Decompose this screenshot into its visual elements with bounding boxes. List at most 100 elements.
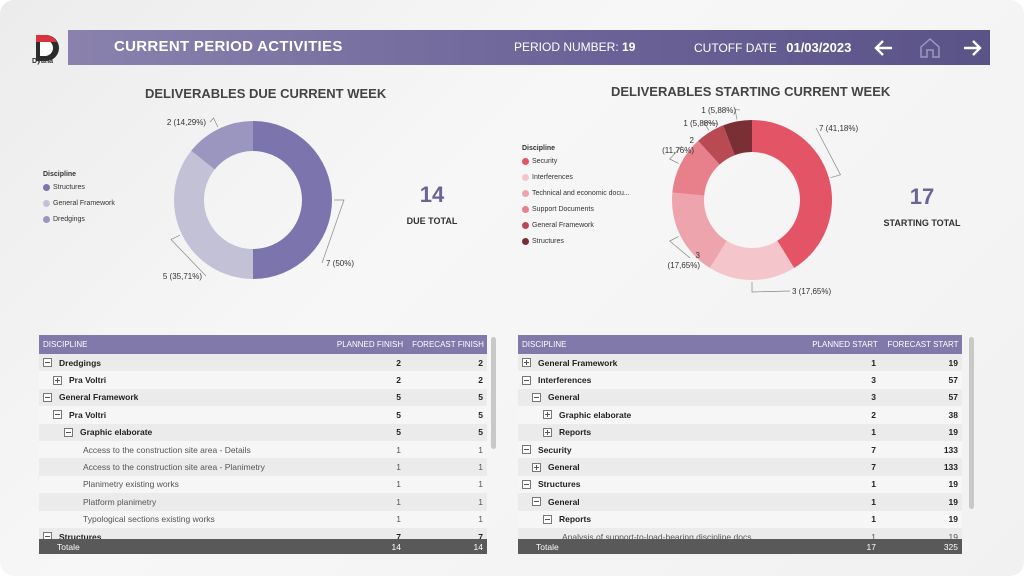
table-row[interactable]: Access to the construction site area - D…	[39, 440, 487, 459]
legend-dot	[43, 216, 50, 223]
collapse-icon[interactable]	[43, 392, 52, 402]
donut-slice-support-documents[interactable]	[672, 140, 720, 196]
table-row[interactable]: Dredgings 2 2	[39, 354, 487, 372]
collapse-icon[interactable]	[532, 392, 541, 402]
leader-line	[669, 236, 691, 259]
collapse-icon[interactable]	[522, 479, 531, 489]
row-label-text: Typological sections existing works	[83, 514, 215, 525]
row-forecast: 2	[478, 375, 483, 386]
collapse-icon[interactable]	[522, 445, 531, 455]
table-row[interactable]: Access to the construction site area - P…	[39, 458, 487, 476]
row-planned: 1	[396, 462, 401, 473]
arrow-right-icon[interactable]	[960, 36, 984, 60]
expand-icon[interactable]	[532, 462, 541, 472]
table-row[interactable]: General Framework 5 5	[39, 388, 487, 407]
legend-item-general-framework[interactable]: General Framework	[522, 222, 630, 229]
collapse-icon[interactable]	[43, 532, 52, 539]
data-label-line: 7 (50%)	[326, 259, 354, 268]
donut-slice-interferences[interactable]	[709, 240, 795, 280]
legend-item-support-documents[interactable]: Support Documents	[522, 206, 630, 213]
expand-icon[interactable]	[53, 375, 62, 385]
table-row[interactable]: General Framework 1 19	[518, 354, 962, 372]
cutoff-value: 01/03/2023	[786, 40, 852, 55]
table-row[interactable]: Interferences 3 57	[518, 371, 962, 389]
row-label-text: Analysis of support-to-load-bearing disc…	[562, 531, 752, 539]
donut-slice-technical-and-economic-docu-[interactable]	[672, 192, 727, 269]
due-legend-title: Discipline	[43, 171, 77, 178]
leader-line	[321, 199, 345, 264]
legend-item-general-framework[interactable]: General Framework	[43, 200, 115, 207]
row-planned: 1	[871, 496, 876, 507]
row-label: Access to the construction site area - P…	[39, 462, 323, 472]
col-forecast-finish[interactable]: FORECAST FINISH	[412, 340, 484, 349]
row-label: Platform planimetry	[39, 497, 323, 507]
expand-icon[interactable]	[522, 358, 531, 368]
donut-slice-security[interactable]	[752, 120, 832, 269]
col-planned-start[interactable]: PLANNED START	[812, 340, 878, 349]
table-row[interactable]: Pra Voltri 2 2	[39, 371, 487, 389]
due-donut-chart[interactable]: 7 (50%) 5 (35,71%) 2 (14,29%)	[140, 100, 380, 300]
legend-item-security[interactable]: Security	[522, 158, 630, 165]
table-row[interactable]: General 7 133	[518, 458, 962, 476]
table-total-row: Totale 14 14	[39, 539, 487, 554]
table-row[interactable]: Structures 7 7	[39, 527, 487, 539]
starting-table-scrollbar[interactable]	[969, 337, 974, 509]
col-discipline[interactable]: DISCIPLINE	[522, 340, 567, 349]
row-forecast: 19	[948, 357, 958, 368]
donut-slice-general-framework[interactable]	[173, 150, 253, 279]
legend-item-technical-economic[interactable]: Technical and economic docu...	[522, 190, 630, 197]
legend-dot	[522, 222, 529, 229]
due-chart-title: DELIVERABLES DUE CURRENT WEEK	[145, 86, 387, 101]
dyana-logo-icon	[36, 35, 59, 61]
row-planned: 7	[871, 462, 876, 473]
starting-donut-chart[interactable]: 7 (41,18%)3 (17,65%)3 (17,65%)2 (11,76%)1 …	[630, 98, 900, 302]
col-discipline[interactable]: DISCIPLINE	[43, 340, 88, 349]
row-label: Pra Voltri	[39, 375, 323, 385]
cutoff-date: CUTOFF DATE 01/03/2023	[694, 40, 851, 55]
donut-slice-structures[interactable]	[253, 121, 332, 279]
leader-line	[170, 234, 207, 277]
table-row[interactable]: Graphic elaborate 5 5	[39, 423, 487, 441]
donut-slice-general-framework[interactable]	[698, 125, 735, 165]
arrow-left-icon[interactable]	[872, 36, 896, 60]
donut-slice-structures[interactable]	[723, 120, 752, 156]
legend-item-structures[interactable]: Structures	[43, 184, 115, 191]
legend-label: General Framework	[532, 222, 594, 229]
collapse-icon[interactable]	[522, 375, 531, 385]
table-row[interactable]: Analysis of support-to-load-bearing disc…	[518, 527, 962, 539]
collapse-icon[interactable]	[43, 358, 52, 368]
row-planned: 3	[871, 392, 876, 403]
expand-icon[interactable]	[543, 427, 552, 437]
table-row[interactable]: Reports 1 19	[518, 510, 962, 528]
donut-slice-dredgings[interactable]	[191, 121, 253, 170]
row-label-text: General Framework	[59, 392, 139, 403]
collapse-icon[interactable]	[532, 497, 541, 507]
col-forecast-start[interactable]: FORECAST START	[887, 340, 959, 349]
table-row[interactable]: Reports 1 19	[518, 423, 962, 441]
table-row[interactable]: General 3 57	[518, 388, 962, 407]
table-row[interactable]: Structures 1 19	[518, 475, 962, 494]
table-row[interactable]: Graphic elaborate 2 38	[518, 406, 962, 424]
legend-item-dredgings[interactable]: Dredgings	[43, 216, 115, 223]
collapse-icon[interactable]	[64, 427, 73, 437]
collapse-icon[interactable]	[543, 514, 552, 524]
table-row[interactable]: General 1 19	[518, 493, 962, 511]
due-table-scrollbar[interactable]	[491, 337, 496, 449]
legend-item-interferences[interactable]: Interferences	[522, 174, 630, 181]
table-row[interactable]: Security 7 133	[518, 440, 962, 459]
row-label-text: Reports	[559, 427, 592, 438]
period-number: PERIOD NUMBER: 19	[514, 40, 635, 54]
table-row[interactable]: Planimetry existing works 1 1	[39, 475, 487, 494]
collapse-icon[interactable]	[53, 410, 62, 420]
home-icon[interactable]	[918, 36, 942, 60]
table-row[interactable]: Typological sections existing works 1 1	[39, 510, 487, 528]
expand-icon[interactable]	[543, 410, 552, 420]
col-planned-finish[interactable]: PLANNED FINISH	[336, 340, 404, 349]
row-label: Planimetry existing works	[39, 479, 323, 489]
legend-label: Support Documents	[532, 206, 594, 213]
table-row[interactable]: Platform planimetry 1 1	[39, 493, 487, 511]
table-row[interactable]: Pra Voltri 5 5	[39, 406, 487, 424]
total-label: Totale	[57, 541, 80, 552]
legend-item-structures[interactable]: Structures	[522, 238, 630, 245]
